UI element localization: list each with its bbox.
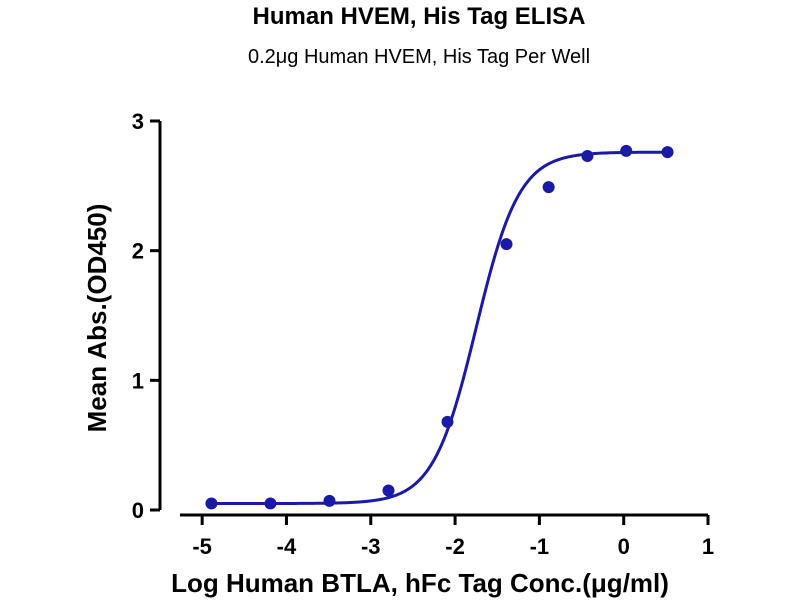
fit-curve-group [211,150,668,506]
data-point [382,484,395,497]
x-tick-label: -1 [530,534,550,559]
x-tick-label: 1 [702,534,714,559]
y-tick-label: 0 [132,498,144,523]
data-point [620,144,633,157]
x-tick-label: -2 [445,534,465,559]
data-point [441,415,454,428]
x-tick-label: 0 [618,534,630,559]
axes: 0 1 2 3 -5 -4 -3 -2 -1 0 1 [132,109,714,559]
x-tick-label: -5 [192,534,212,559]
data-point [500,238,513,251]
fit-curve [211,150,668,506]
chart-title: Human HVEM, His Tag ELISA [253,3,586,30]
chart-subtitle: 0.2μg Human HVEM, His Tag Per Well [248,46,590,68]
y-tick-label: 3 [132,109,144,134]
data-points [205,144,674,510]
y-tick-label: 1 [132,368,144,393]
x-tick-label: -3 [361,534,381,559]
y-axis-label: Mean Abs.(OD450) [82,204,112,433]
data-point [581,150,594,163]
data-point [205,497,218,510]
x-tick-label: -4 [277,534,297,559]
data-point [323,494,336,507]
x-axis-label: Log Human BTLA, hFc Tag Conc.(μg/ml) [171,568,669,598]
data-point [661,146,674,159]
data-point [264,497,277,510]
y-tick-label: 2 [132,239,144,264]
data-point [542,181,555,194]
